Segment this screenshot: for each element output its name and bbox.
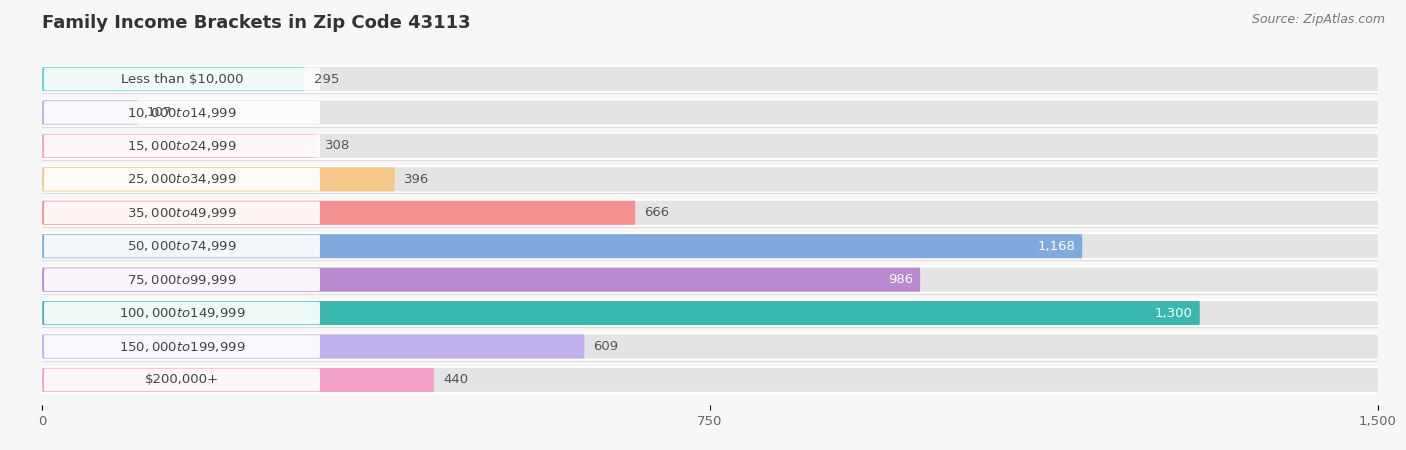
FancyBboxPatch shape — [34, 266, 1386, 294]
FancyBboxPatch shape — [34, 132, 1386, 160]
FancyBboxPatch shape — [44, 369, 321, 392]
Text: 1,300: 1,300 — [1154, 306, 1192, 320]
FancyBboxPatch shape — [42, 268, 1378, 292]
FancyBboxPatch shape — [42, 368, 434, 392]
Text: $150,000 to $199,999: $150,000 to $199,999 — [118, 339, 245, 354]
FancyBboxPatch shape — [44, 235, 321, 257]
FancyBboxPatch shape — [34, 99, 1386, 126]
FancyBboxPatch shape — [34, 366, 1386, 394]
Text: $100,000 to $149,999: $100,000 to $149,999 — [118, 306, 245, 320]
Text: 396: 396 — [404, 173, 429, 186]
Text: Less than $10,000: Less than $10,000 — [121, 72, 243, 86]
FancyBboxPatch shape — [42, 268, 920, 292]
FancyBboxPatch shape — [42, 167, 395, 191]
Text: $25,000 to $34,999: $25,000 to $34,999 — [127, 172, 236, 186]
Text: $50,000 to $74,999: $50,000 to $74,999 — [127, 239, 236, 253]
FancyBboxPatch shape — [42, 234, 1378, 258]
FancyBboxPatch shape — [44, 268, 321, 291]
FancyBboxPatch shape — [42, 334, 585, 359]
Text: $75,000 to $99,999: $75,000 to $99,999 — [127, 273, 236, 287]
Text: 308: 308 — [325, 140, 350, 153]
FancyBboxPatch shape — [34, 65, 1386, 93]
FancyBboxPatch shape — [42, 201, 636, 225]
Text: 440: 440 — [443, 374, 468, 387]
Text: 1,168: 1,168 — [1038, 240, 1076, 253]
FancyBboxPatch shape — [34, 165, 1386, 194]
FancyBboxPatch shape — [42, 134, 316, 158]
FancyBboxPatch shape — [42, 368, 1378, 392]
Text: $15,000 to $24,999: $15,000 to $24,999 — [127, 139, 236, 153]
Text: 609: 609 — [593, 340, 619, 353]
Text: 666: 666 — [644, 206, 669, 219]
FancyBboxPatch shape — [42, 301, 1199, 325]
Text: Source: ZipAtlas.com: Source: ZipAtlas.com — [1251, 14, 1385, 27]
FancyBboxPatch shape — [42, 234, 1083, 258]
Text: 107: 107 — [146, 106, 172, 119]
FancyBboxPatch shape — [44, 168, 321, 191]
Text: $10,000 to $14,999: $10,000 to $14,999 — [127, 105, 236, 120]
FancyBboxPatch shape — [42, 334, 1378, 359]
FancyBboxPatch shape — [34, 333, 1386, 360]
FancyBboxPatch shape — [44, 335, 321, 358]
FancyBboxPatch shape — [42, 100, 1378, 125]
FancyBboxPatch shape — [44, 302, 321, 324]
Text: 295: 295 — [314, 72, 339, 86]
Text: 986: 986 — [889, 273, 912, 286]
FancyBboxPatch shape — [44, 202, 321, 224]
FancyBboxPatch shape — [42, 201, 1378, 225]
FancyBboxPatch shape — [34, 299, 1386, 327]
FancyBboxPatch shape — [42, 167, 1378, 191]
FancyBboxPatch shape — [34, 232, 1386, 260]
FancyBboxPatch shape — [42, 134, 1378, 158]
FancyBboxPatch shape — [44, 68, 321, 90]
FancyBboxPatch shape — [42, 67, 305, 91]
Text: Family Income Brackets in Zip Code 43113: Family Income Brackets in Zip Code 43113 — [42, 14, 471, 32]
Text: $35,000 to $49,999: $35,000 to $49,999 — [127, 206, 236, 220]
Text: $200,000+: $200,000+ — [145, 374, 219, 387]
FancyBboxPatch shape — [42, 100, 138, 125]
FancyBboxPatch shape — [44, 135, 321, 157]
FancyBboxPatch shape — [42, 67, 1378, 91]
FancyBboxPatch shape — [44, 101, 321, 124]
FancyBboxPatch shape — [34, 199, 1386, 227]
FancyBboxPatch shape — [42, 301, 1378, 325]
